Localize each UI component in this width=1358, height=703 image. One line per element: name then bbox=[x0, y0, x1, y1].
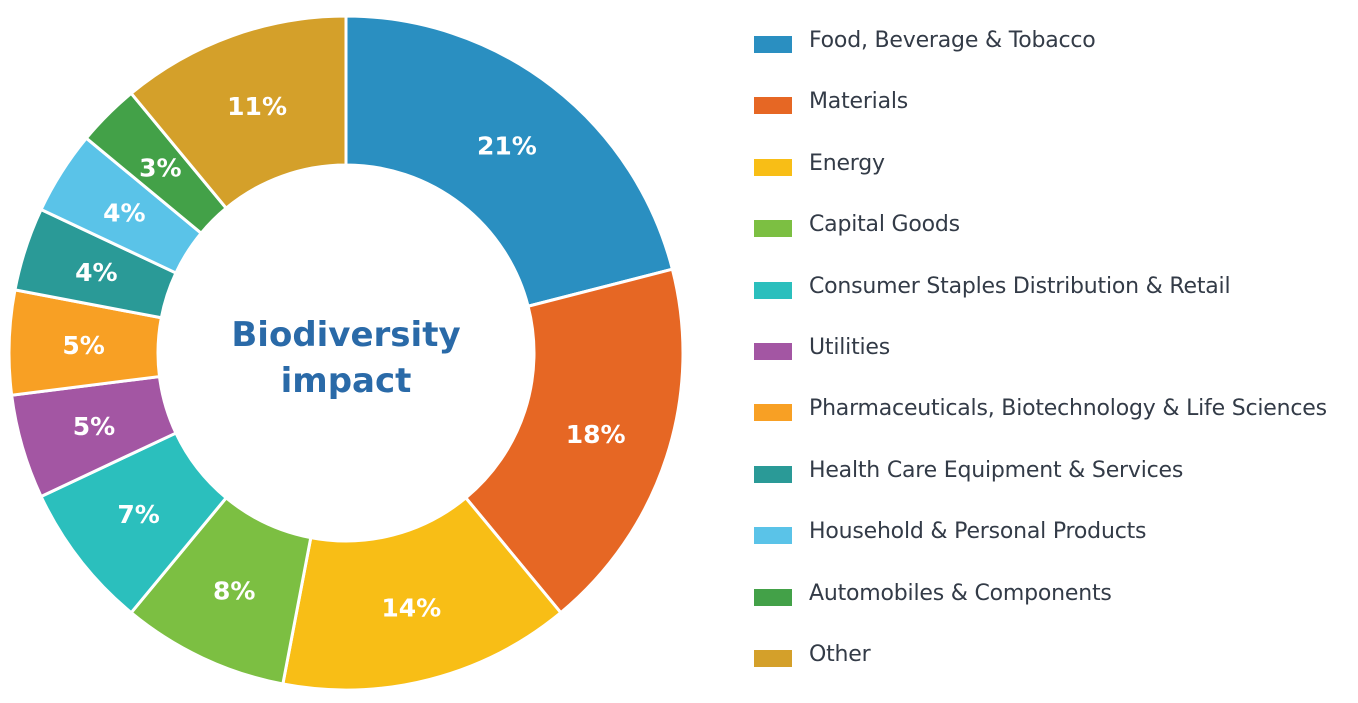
legend-swatch bbox=[754, 588, 792, 606]
legend-swatch bbox=[754, 220, 792, 238]
legend-label: Materials bbox=[809, 89, 909, 115]
legend-item: Energy bbox=[754, 151, 1358, 212]
legend-label: Health Care Equipment & Services bbox=[809, 457, 1184, 483]
legend-swatch bbox=[754, 527, 792, 545]
legend-label: Consumer Staples Distribution & Retail bbox=[809, 273, 1231, 299]
legend-label: Capital Goods bbox=[809, 212, 960, 238]
legend-swatch bbox=[754, 342, 792, 360]
slice-energy bbox=[281, 495, 563, 692]
legend-swatch bbox=[754, 158, 792, 176]
legend-swatch bbox=[754, 649, 792, 667]
chart-title-line-1: Biodiversity bbox=[231, 315, 460, 355]
legend-item: Consumer Staples Distribution & Retail bbox=[754, 274, 1358, 335]
slice-label: 4% bbox=[75, 258, 117, 287]
legend-label: Other bbox=[809, 641, 871, 667]
slice-label: 5% bbox=[62, 331, 104, 360]
legend-swatch bbox=[754, 465, 792, 483]
legend-label: Automobiles & Components bbox=[809, 580, 1112, 606]
slice-label: 4% bbox=[103, 198, 145, 227]
legend-label: Food, Beverage & Tobacco bbox=[809, 28, 1096, 53]
legend-item: Capital Goods bbox=[754, 212, 1358, 273]
legend-item: Automobiles & Components bbox=[754, 581, 1358, 642]
slice-label: 18% bbox=[566, 420, 626, 449]
legend-label: Utilities bbox=[809, 334, 891, 360]
slice-label: 3% bbox=[139, 153, 181, 182]
legend-label: Household & Personal Products bbox=[809, 519, 1147, 545]
chart-title-line-2: impact bbox=[281, 361, 412, 401]
legend-item: Food, Beverage & Tobacco bbox=[754, 28, 1358, 89]
legend-label: Pharmaceuticals, Biotechnology & Life Sc… bbox=[809, 396, 1327, 422]
slice-label: 11% bbox=[227, 92, 287, 121]
legend: Food, Beverage & Tobacco Materials Energy C… bbox=[754, 28, 1358, 703]
legend-item: Other bbox=[754, 642, 1358, 703]
legend-item: Pharmaceuticals, Biotechnology & Life Sc… bbox=[754, 396, 1358, 457]
legend-item: Materials bbox=[754, 89, 1358, 150]
legend-item: Household & Personal Products bbox=[754, 519, 1358, 580]
slice-other bbox=[129, 14, 348, 211]
slice-food-beverage-tobacco bbox=[344, 14, 675, 309]
slice-label: 7% bbox=[117, 500, 159, 529]
legend-swatch bbox=[754, 404, 792, 422]
legend-swatch bbox=[754, 281, 792, 299]
slice-materials bbox=[463, 267, 685, 615]
donut-plot: 21%18%14%8%7%5%5%4%4%3%11% Biodiversity … bbox=[7, 14, 685, 692]
slice-label: 21% bbox=[477, 132, 537, 161]
legend-swatch bbox=[754, 97, 792, 115]
slice-label: 8% bbox=[213, 577, 255, 606]
slice-label: 14% bbox=[381, 593, 441, 622]
slice-label: 5% bbox=[73, 412, 115, 441]
legend-swatch bbox=[754, 36, 792, 53]
legend-item: Health Care Equipment & Services bbox=[754, 458, 1358, 519]
legend-label: Energy bbox=[809, 150, 885, 176]
legend-item: Utilities bbox=[754, 335, 1358, 396]
